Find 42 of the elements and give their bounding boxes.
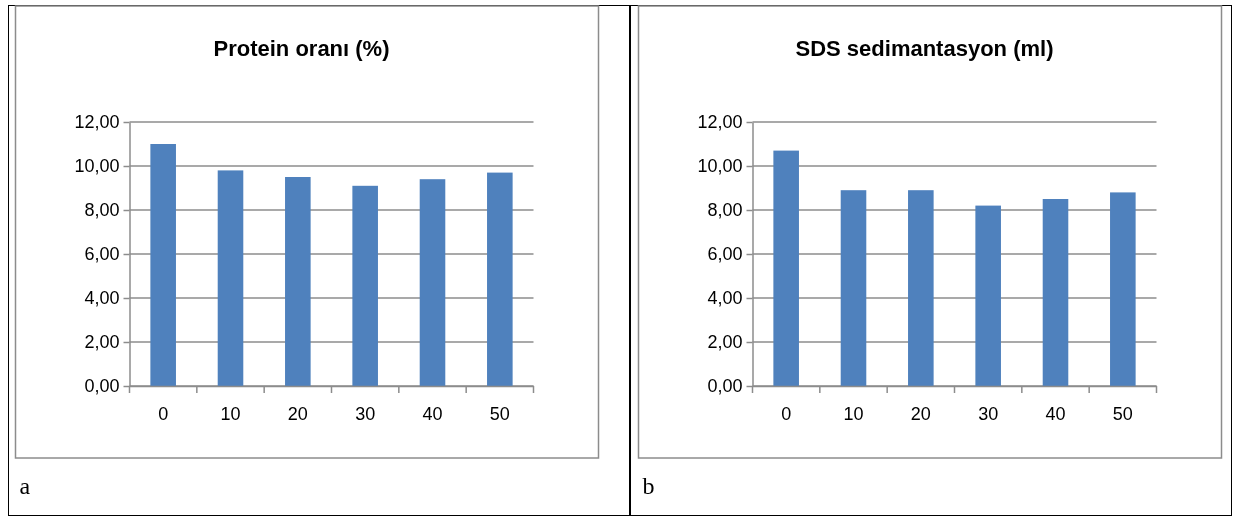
bar xyxy=(773,150,799,386)
x-tick-label: 50 xyxy=(1112,403,1133,424)
x-tick-label: 20 xyxy=(910,403,931,424)
y-tick-label: 10,00 xyxy=(697,156,743,177)
x-tick-label: 40 xyxy=(422,403,443,424)
y-tick-label: 0,00 xyxy=(707,376,743,397)
y-tick-label: 8,00 xyxy=(707,200,743,221)
bar xyxy=(975,205,1001,386)
y-tick-label: 10,00 xyxy=(74,156,120,177)
bar xyxy=(150,144,176,386)
y-tick-label: 2,00 xyxy=(84,332,120,353)
bar xyxy=(840,190,867,386)
text: b xyxy=(642,473,655,499)
y-tick-label: 2,00 xyxy=(707,332,743,353)
y-tick-label: 12,00 xyxy=(697,112,743,133)
bar xyxy=(1042,199,1069,386)
y-tick-label: 6,00 xyxy=(707,244,743,265)
bar xyxy=(487,172,513,386)
x-tick-label: 10 xyxy=(220,403,241,424)
y-tick-label: 4,00 xyxy=(707,288,743,309)
bar xyxy=(285,177,311,386)
bar xyxy=(908,190,934,386)
y-tick-label: 12,00 xyxy=(74,112,120,133)
x-tick-label: 30 xyxy=(978,403,999,424)
text: a xyxy=(19,473,31,499)
x-tick-label: 30 xyxy=(355,403,376,424)
x-tick-label: 0 xyxy=(781,403,792,424)
bar xyxy=(217,170,244,386)
chart-title: Protein oranı (%) xyxy=(213,36,390,61)
bar xyxy=(1110,192,1136,386)
x-tick-label: 40 xyxy=(1045,403,1066,424)
x-tick-label: 10 xyxy=(843,403,864,424)
x-tick-label: 20 xyxy=(287,403,308,424)
y-tick-label: 8,00 xyxy=(84,200,120,221)
y-tick-label: 0,00 xyxy=(84,376,120,397)
chart-title: SDS sedimantasyon (ml) xyxy=(795,36,1054,61)
y-tick-label: 6,00 xyxy=(84,244,120,265)
y-tick-label: 4,00 xyxy=(84,288,120,309)
x-tick-label: 0 xyxy=(158,403,169,424)
x-tick-label: 50 xyxy=(489,403,510,424)
bar xyxy=(352,185,378,386)
bar xyxy=(419,179,446,386)
